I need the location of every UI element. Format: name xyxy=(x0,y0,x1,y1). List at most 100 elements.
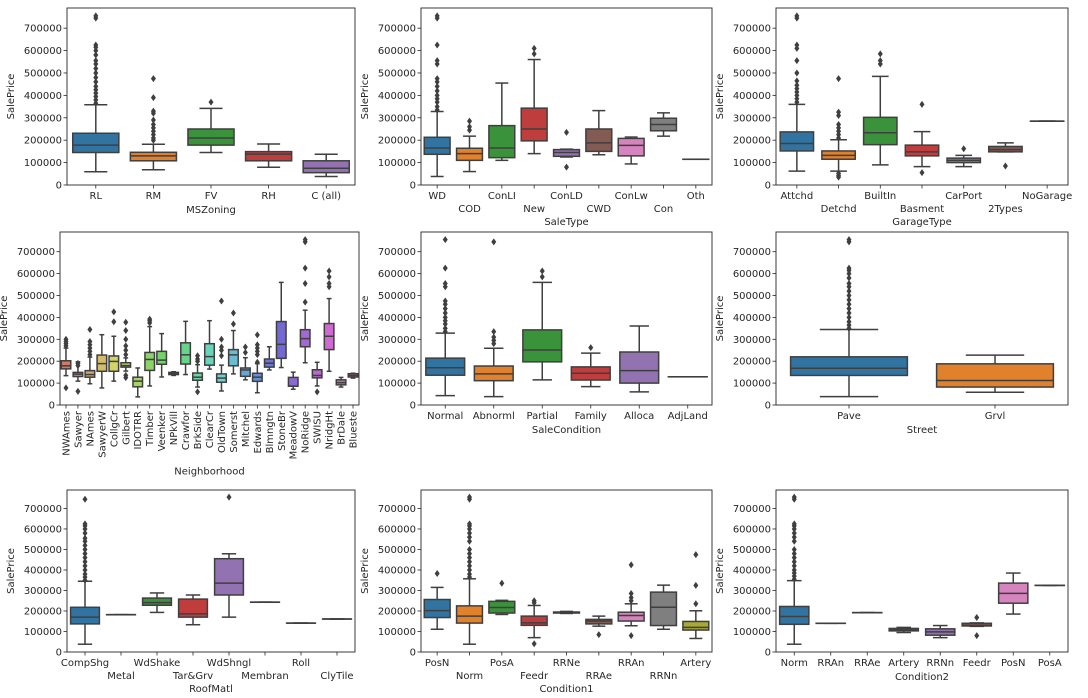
y-tick-label: 500000 xyxy=(378,291,416,302)
outlier-point xyxy=(150,107,156,115)
outlier-point xyxy=(326,267,332,275)
y-tick-label: 100000 xyxy=(24,158,62,169)
outlier-point xyxy=(218,343,224,351)
y-tick-label: 500000 xyxy=(17,291,55,302)
box-brkside xyxy=(192,352,204,396)
outlier-point xyxy=(93,64,99,72)
outlier-point xyxy=(628,590,634,598)
outlier-point xyxy=(836,169,842,177)
outlier-point xyxy=(93,51,99,59)
x-tick-label: PosN xyxy=(425,658,449,669)
box-partial xyxy=(522,267,563,381)
outlier-point xyxy=(87,325,93,333)
x-tick-label: CollgCr xyxy=(109,410,120,447)
outlier-point xyxy=(434,87,440,95)
y-tick-label: 400000 xyxy=(378,91,416,102)
outlier-point xyxy=(693,600,699,608)
outlier-point xyxy=(791,520,797,528)
x-axis-label: MSZoning xyxy=(186,205,236,216)
outlier-point xyxy=(123,335,129,343)
outlier-point xyxy=(82,529,88,537)
y-tick-label: 200000 xyxy=(378,357,416,368)
outlier-point xyxy=(208,98,214,106)
y-tick-label: 100000 xyxy=(17,379,55,390)
axes-frame xyxy=(775,231,1069,406)
outlier-point xyxy=(846,300,852,308)
outlier-point xyxy=(467,520,472,528)
iqr-box xyxy=(227,348,239,367)
outlier-point xyxy=(254,331,260,339)
outlier-point xyxy=(467,558,472,566)
outlier-point xyxy=(150,94,156,102)
box-mitchel xyxy=(239,343,251,381)
outlier-point xyxy=(242,343,248,351)
x-tick-label: NoGarage xyxy=(1022,191,1072,202)
x-tick-label: Edwards xyxy=(253,411,264,453)
outlier-point xyxy=(531,44,537,52)
x-tick-label: CWD xyxy=(587,204,612,215)
outlier-point xyxy=(467,493,472,501)
x-tick-label: Norm xyxy=(456,671,483,682)
outlier-point xyxy=(147,315,153,323)
outlier-point xyxy=(961,145,967,153)
subplot-condition2: 0 100000 200000 300000 400000 500000 600000 700… xyxy=(715,489,1069,683)
box-builtin xyxy=(862,50,898,166)
box-veenker xyxy=(156,332,168,378)
box-clearcr xyxy=(203,319,216,370)
outlier-point xyxy=(467,123,472,131)
iqr-box xyxy=(935,363,1055,388)
outlier-point xyxy=(63,335,69,343)
box-rh xyxy=(244,143,293,169)
y-axis-label: SalePrice xyxy=(715,74,726,120)
outlier-point xyxy=(195,388,201,396)
iqr-box xyxy=(141,597,173,606)
outlier-point xyxy=(846,264,852,272)
y-tick-label: 700000 xyxy=(24,504,62,515)
box-fv xyxy=(187,98,235,154)
box-names xyxy=(84,325,96,385)
x-axis-label: SaleCondition xyxy=(532,425,601,436)
outlier-point xyxy=(442,313,448,321)
outlier-point xyxy=(82,566,88,574)
x-tick-label: NridgHt xyxy=(325,411,336,450)
y-tick-label: 400000 xyxy=(378,313,416,324)
box-conlw xyxy=(617,136,645,165)
subplot-saletype: 0 100000 200000 300000 400000 500000 600000 700… xyxy=(360,7,713,228)
x-tick-label: Mitchel xyxy=(241,411,252,447)
subplot-salecondition: 0 100000 200000 300000 400000 500000 600000 700… xyxy=(360,231,713,436)
outlier-point xyxy=(442,279,448,287)
y-tick-label: 300000 xyxy=(733,113,771,124)
y-tick-label: 0 xyxy=(410,401,416,412)
x-tick-label: RH xyxy=(261,191,275,202)
box-cwd xyxy=(585,109,613,156)
iqr-box xyxy=(423,136,451,156)
y-tick-label: 500000 xyxy=(24,68,62,79)
outlier-point xyxy=(467,566,472,574)
x-axis-label: Condition2 xyxy=(895,672,949,683)
y-tick-label: 0 xyxy=(765,648,771,659)
y-tick-label: 600000 xyxy=(24,46,62,57)
outlier-point xyxy=(693,581,699,589)
axes-frame xyxy=(59,231,360,406)
x-axis-label: GarageType xyxy=(892,217,952,228)
outlier-point xyxy=(791,533,797,541)
subplot-roofmatl: 0 100000 200000 300000 400000 500000 600000 700… xyxy=(6,489,356,695)
box-posn xyxy=(997,572,1029,615)
x-tick-label: WD xyxy=(428,191,446,202)
x-tick-label: CompShg xyxy=(61,658,109,669)
outlier-point xyxy=(791,545,797,553)
x-tick-label: Basment xyxy=(900,204,944,215)
outlier-point xyxy=(82,495,88,503)
x-tick-label: BuiltIn xyxy=(864,191,896,202)
y-tick-label: 400000 xyxy=(733,91,771,102)
box-conli xyxy=(488,82,516,162)
outlier-point xyxy=(93,41,99,49)
outlier-point xyxy=(791,550,797,558)
outlier-point xyxy=(93,78,99,86)
outlier-point xyxy=(794,81,800,89)
outlier-point xyxy=(302,279,308,287)
outlier-point xyxy=(123,342,129,350)
outlier-point xyxy=(1002,162,1008,170)
y-tick-label: 100000 xyxy=(378,627,416,638)
box-pave xyxy=(789,236,909,398)
